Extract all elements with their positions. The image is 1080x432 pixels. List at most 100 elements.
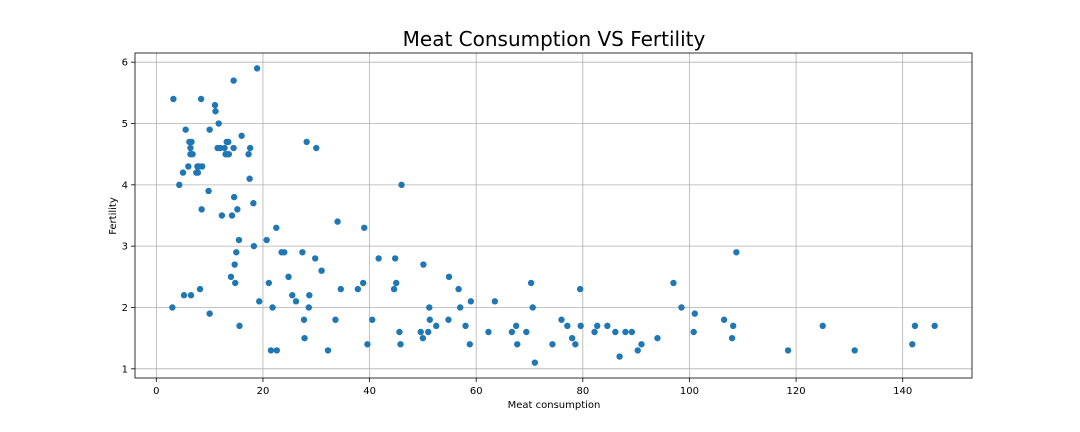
scatter-point <box>612 328 619 336</box>
scatter-point <box>306 292 313 299</box>
scatter-point <box>265 279 273 287</box>
scatter-point <box>196 285 204 293</box>
scatter-point <box>318 267 325 274</box>
scatter-point <box>324 347 332 354</box>
scatter-point <box>230 77 237 84</box>
scatter-point <box>334 218 341 225</box>
scatter-point <box>211 101 219 109</box>
scatter-point <box>205 187 212 195</box>
y-tick-label: 6 <box>122 58 128 69</box>
scatter-point <box>198 163 206 170</box>
scatter-point <box>228 212 236 219</box>
scatter-point <box>417 328 424 336</box>
scatter-point <box>188 138 195 146</box>
scatter-point <box>433 322 440 330</box>
scatter-point <box>531 359 539 366</box>
scatter-point <box>233 249 240 256</box>
x-tick-label: 20 <box>257 386 270 397</box>
scatter-point <box>445 316 452 323</box>
x-axis-label: Meat consumption <box>508 400 601 411</box>
scatter-point <box>634 347 641 354</box>
scatter-point <box>616 353 623 360</box>
scatter-point <box>269 304 276 311</box>
x-tick-label: 100 <box>680 386 699 397</box>
scatter-point <box>784 347 792 354</box>
scatter-point <box>369 316 376 323</box>
scatter-point <box>292 298 300 305</box>
chart-title: Meat Consumption VS Fertility <box>403 27 706 51</box>
scatter-point <box>720 316 728 323</box>
scatter-point <box>568 334 576 342</box>
scatter-point <box>256 298 263 305</box>
scatter-point <box>678 304 685 311</box>
scatter-point <box>225 138 232 146</box>
scatter-point <box>303 138 310 146</box>
x-tick-label: 0 <box>153 386 159 397</box>
scatter-point <box>253 65 261 72</box>
scatter-point <box>690 328 697 336</box>
scatter-point <box>654 334 661 342</box>
y-tick-label: 5 <box>122 119 128 130</box>
scatter-point <box>419 334 427 342</box>
x-tick-label: 80 <box>576 386 589 397</box>
points-layer <box>169 65 938 366</box>
scatter-point <box>176 181 183 189</box>
scatter-point <box>313 144 320 152</box>
scatter-point <box>273 347 281 354</box>
scatter-point <box>238 132 245 139</box>
scatter-point <box>462 322 469 330</box>
scatter-point <box>215 120 222 127</box>
scatter-point <box>391 255 399 262</box>
scatter-point <box>232 279 239 287</box>
scatter-point <box>187 292 195 299</box>
scatter-point <box>301 334 308 342</box>
scatter-point <box>267 347 275 354</box>
scatter-point <box>198 206 205 213</box>
y-tick-label: 1 <box>122 364 128 375</box>
scatter-point <box>273 224 280 231</box>
scatter-point <box>393 279 400 287</box>
x-tick-label: 140 <box>893 386 912 397</box>
scatter-point <box>225 150 233 158</box>
scatter-point <box>299 249 306 256</box>
scatter-point <box>457 304 464 311</box>
scatter-point <box>179 169 187 176</box>
scatter-point <box>246 144 254 152</box>
scatter-point <box>549 341 556 348</box>
scatter-point <box>527 279 535 287</box>
scatter-point <box>359 279 367 287</box>
y-tick-label: 2 <box>122 303 128 314</box>
scatter-point <box>426 304 433 311</box>
x-tick-label: 40 <box>363 386 376 397</box>
x-tick-label: 60 <box>470 386 483 397</box>
scatter-point <box>931 322 938 330</box>
scatter-point <box>594 322 601 330</box>
axes-frame <box>134 52 973 379</box>
scatter-point <box>354 285 362 293</box>
scatter-point <box>281 249 288 256</box>
scatter-point <box>263 236 270 244</box>
scatter-point <box>218 212 226 219</box>
scatter-point <box>604 322 611 330</box>
scatter-point <box>485 328 492 336</box>
scatter-point <box>491 298 499 305</box>
scatter-point <box>231 261 238 268</box>
scatter-point <box>577 322 584 330</box>
scatter-point <box>170 95 177 103</box>
scatter-point <box>396 328 403 336</box>
scatter-point <box>180 292 188 299</box>
ticks-layer: 0 20 40 60 80 100 120 140 1 2 3 4 5 6 <box>122 58 913 397</box>
scatter-point <box>445 273 453 281</box>
scatter-point <box>197 95 205 103</box>
scatter-point <box>398 181 405 189</box>
scatter-point <box>194 169 202 176</box>
scatter-point <box>289 292 296 299</box>
scatter-point <box>622 328 629 336</box>
scatter-point <box>576 285 584 293</box>
scatter-point <box>390 285 398 293</box>
scatter-point <box>337 285 344 293</box>
scatter-point <box>529 304 536 311</box>
scatter-point <box>638 341 645 348</box>
